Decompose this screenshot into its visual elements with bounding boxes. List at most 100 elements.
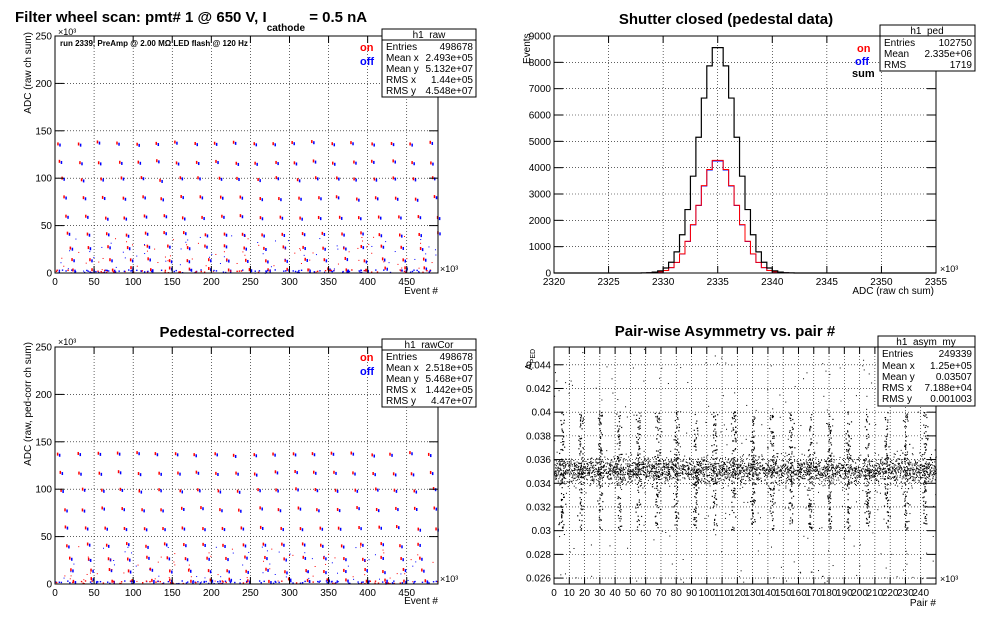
asym-point <box>755 469 757 471</box>
asym-point <box>580 469 582 471</box>
asym-point <box>932 477 934 479</box>
rawcor-point-off <box>72 569 74 573</box>
rawcor-point-noise <box>231 548 233 550</box>
rawcor-point-on <box>64 508 66 512</box>
asym-point <box>871 474 873 476</box>
asym-point <box>874 480 876 482</box>
raw-point-on <box>345 268 348 272</box>
rawcor-point-off <box>83 509 86 513</box>
asym-point <box>677 472 679 474</box>
asym-point <box>767 465 769 467</box>
raw-point-baseline <box>426 270 428 272</box>
rawcor-point-on <box>245 569 247 573</box>
asym-point <box>916 472 918 474</box>
asym-point <box>730 464 732 466</box>
asym-point <box>686 461 688 463</box>
asym-point <box>821 477 823 479</box>
raw-point-on <box>130 266 132 270</box>
asym-point <box>814 452 816 454</box>
asym-point <box>907 462 909 464</box>
rawcor-point-baseline <box>386 582 388 584</box>
asym-point <box>760 480 762 482</box>
asym-point <box>924 473 926 475</box>
asym-point <box>878 470 880 472</box>
asym-point <box>834 473 836 475</box>
asym-point <box>692 471 694 473</box>
asym-point <box>643 474 645 476</box>
raw-point-noise <box>167 260 169 262</box>
rawcor-point-noise <box>374 554 376 556</box>
rawcor-point-on <box>427 452 430 456</box>
asym-point <box>805 474 807 476</box>
asym-point <box>683 464 685 466</box>
rawcor-point-baseline <box>145 580 148 582</box>
asym-point-spike <box>580 475 583 478</box>
asym-point <box>645 471 647 473</box>
asym-point <box>807 489 809 491</box>
asym-point <box>799 467 801 469</box>
asym-point <box>737 464 739 466</box>
asym-point <box>627 473 629 475</box>
asym-point <box>601 479 603 481</box>
asym-point <box>919 477 921 479</box>
rawcor-point-off <box>107 544 110 548</box>
asym-point <box>691 468 693 470</box>
rawcor-point-noise <box>352 576 354 578</box>
asym-point <box>759 465 761 467</box>
asym-point <box>918 481 920 483</box>
asym-point <box>718 465 720 467</box>
asym-point <box>665 474 667 476</box>
asym-point <box>612 469 614 471</box>
asym-point <box>665 471 667 473</box>
asym-point <box>601 484 603 486</box>
asym-point <box>738 469 740 471</box>
asym-point <box>578 472 580 474</box>
asym-point <box>926 476 928 478</box>
asym-point <box>856 479 858 481</box>
asym-point <box>793 468 795 470</box>
asym-point <box>869 475 871 477</box>
raw-point-noise <box>93 256 95 258</box>
asym-point <box>781 472 783 474</box>
asym-point <box>915 460 917 462</box>
rawcor-point-on <box>221 526 224 530</box>
rawcor-y-tick-label: 150 <box>35 437 52 448</box>
raw-point-on <box>322 246 324 250</box>
asym-point <box>755 460 757 462</box>
rawcor-point-baseline <box>72 581 74 584</box>
rawcor-point-off <box>380 526 382 530</box>
asym-point <box>610 477 612 479</box>
asym-point <box>633 473 635 475</box>
rawcor-point-noise <box>189 568 191 570</box>
asym-point <box>725 465 727 467</box>
asym-point <box>919 471 921 473</box>
asym-point-spike <box>560 492 563 495</box>
asym-point-spike <box>617 430 619 432</box>
asym-point <box>658 472 660 474</box>
asym-point <box>878 480 880 482</box>
asym-point <box>762 467 764 469</box>
rawcor-point-noise <box>96 573 98 575</box>
asym-point <box>625 471 627 473</box>
asym-point <box>581 462 583 464</box>
asym-point <box>934 479 936 481</box>
asym-point <box>612 461 614 463</box>
raw-point-on <box>331 142 333 146</box>
raw-point-off <box>98 141 101 145</box>
asym-point <box>911 463 913 465</box>
asym-point <box>801 469 803 471</box>
rawcor-point-on <box>275 488 277 492</box>
raw-point-on <box>188 267 191 271</box>
raw-y-label: ADC (raw ch sum) <box>23 32 34 114</box>
asym-point <box>637 471 639 473</box>
asym-point <box>654 456 656 458</box>
asym-point-spike <box>580 504 582 507</box>
asym-point <box>666 478 668 480</box>
raw-point-off <box>267 260 269 264</box>
rawcor-point-off <box>204 528 206 532</box>
asym-point <box>622 479 624 481</box>
asym-point <box>628 475 630 477</box>
rawcor-point-off <box>299 507 302 511</box>
asym-point <box>804 485 806 487</box>
rawcor-point-on <box>283 557 285 561</box>
